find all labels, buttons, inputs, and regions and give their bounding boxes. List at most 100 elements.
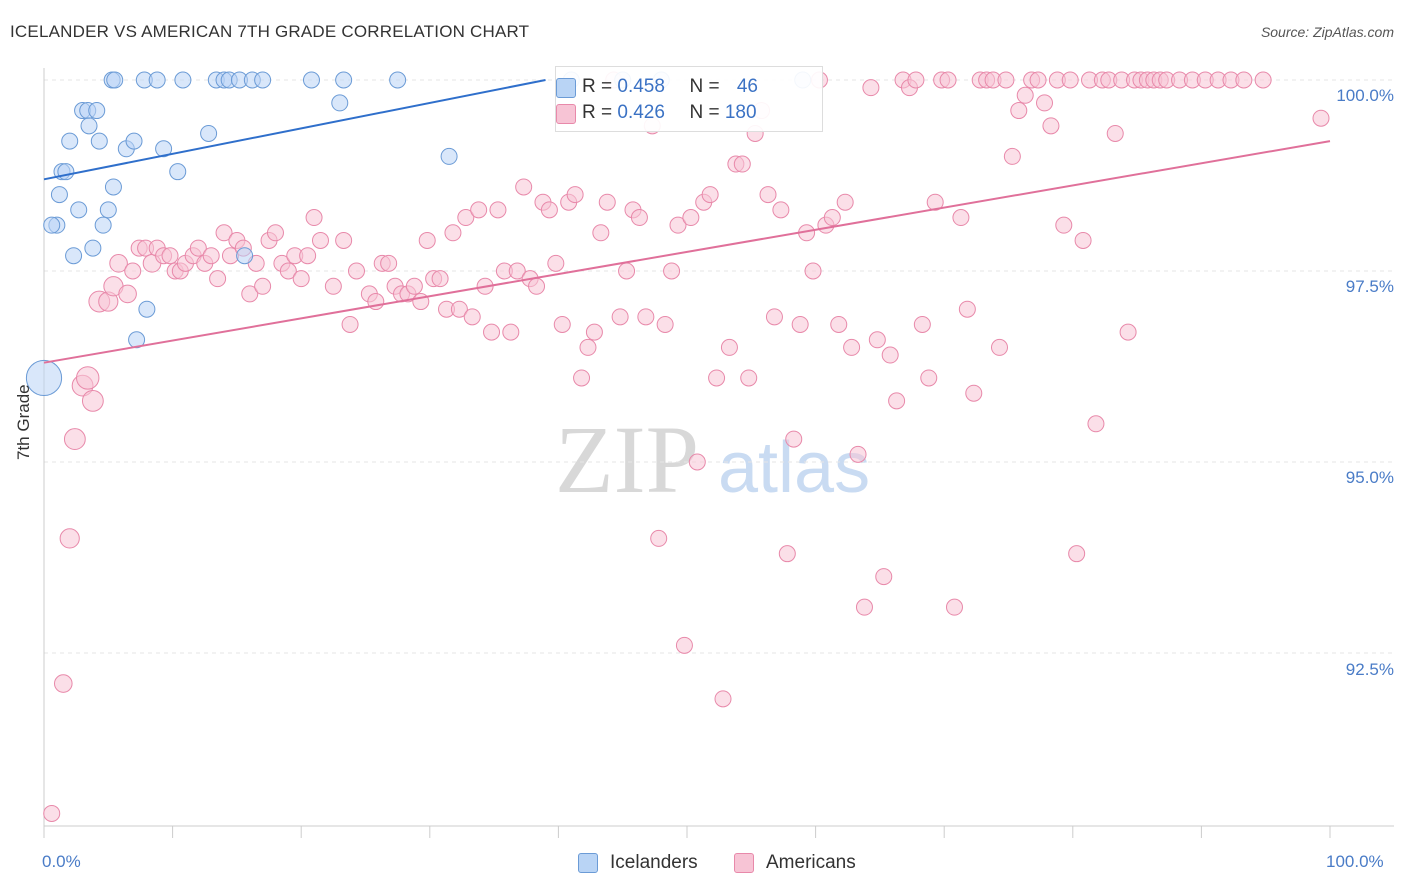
data-point xyxy=(254,71,272,89)
legend-n-label: N = xyxy=(689,102,725,123)
data-point xyxy=(618,262,636,280)
data-point xyxy=(669,216,687,234)
data-point xyxy=(965,384,983,402)
data-point xyxy=(862,79,880,97)
data-point xyxy=(1016,86,1034,104)
data-point xyxy=(63,428,86,450)
legend-swatch-icelanders xyxy=(578,853,598,873)
legend-label-americans: Americans xyxy=(766,852,856,873)
data-point xyxy=(1061,71,1079,89)
data-point xyxy=(161,247,179,265)
data-point xyxy=(920,369,938,387)
legend-swatch-pink xyxy=(556,104,576,124)
data-point xyxy=(637,308,655,326)
data-point xyxy=(720,338,738,356)
data-point xyxy=(830,315,848,333)
data-point xyxy=(714,690,732,708)
data-point xyxy=(43,216,61,234)
data-point xyxy=(202,247,220,265)
data-point xyxy=(849,445,867,463)
data-point xyxy=(470,201,488,219)
data-point xyxy=(585,323,603,341)
data-point xyxy=(302,71,320,89)
data-point xyxy=(266,224,284,242)
data-point xyxy=(1036,94,1054,112)
data-point xyxy=(104,178,122,196)
legend-item-icelanders[interactable]: Icelanders xyxy=(578,852,698,874)
data-point xyxy=(1003,147,1021,165)
data-point xyxy=(65,247,83,265)
watermark-zip: ZIP xyxy=(555,406,699,513)
data-point xyxy=(875,568,893,586)
data-point xyxy=(118,284,137,304)
data-point xyxy=(53,674,73,693)
data-point xyxy=(881,346,899,364)
data-point xyxy=(324,277,342,295)
data-point xyxy=(241,285,259,303)
data-point xyxy=(444,224,462,242)
data-point xyxy=(566,186,584,204)
data-point xyxy=(174,71,192,89)
data-point xyxy=(701,186,719,204)
legend-item-americans[interactable]: Americans xyxy=(734,852,856,874)
trend-line-icelanders xyxy=(43,79,546,181)
data-point xyxy=(553,315,571,333)
data-point xyxy=(952,209,970,227)
correlation-legend: R = 0.458 N = 46 R = 0.426 N = 180 xyxy=(555,66,823,132)
data-point xyxy=(81,389,104,412)
data-point xyxy=(50,186,68,204)
legend-n-label: N = xyxy=(689,76,725,97)
y-axis-label: 7th Grade xyxy=(14,384,33,460)
data-point xyxy=(138,300,156,318)
source-credit[interactable]: Source: ZipAtlas.com xyxy=(1260,24,1394,40)
data-point xyxy=(125,132,143,150)
data-point xyxy=(515,178,533,196)
data-point xyxy=(76,366,100,390)
data-point xyxy=(61,132,79,150)
data-point xyxy=(279,262,297,280)
data-point xyxy=(990,338,1008,356)
data-point xyxy=(88,102,106,120)
data-point xyxy=(84,239,102,257)
data-point xyxy=(99,201,117,219)
data-point xyxy=(148,71,166,89)
data-point xyxy=(341,315,359,333)
data-point xyxy=(598,193,616,211)
data-point xyxy=(804,262,822,280)
data-point xyxy=(347,262,365,280)
data-point xyxy=(682,209,700,227)
data-point xyxy=(489,201,507,219)
data-point xyxy=(907,71,925,89)
data-point xyxy=(331,94,349,112)
legend-r-label: R = xyxy=(582,76,618,97)
data-point xyxy=(405,277,423,295)
legend-r-value: 0.426 xyxy=(617,102,665,123)
data-point xyxy=(772,201,790,219)
data-point xyxy=(1055,216,1073,234)
data-point xyxy=(1042,117,1060,135)
data-point xyxy=(25,359,63,397)
data-point xyxy=(855,598,873,616)
data-point xyxy=(791,315,809,333)
trend-lines xyxy=(43,79,1331,364)
axes xyxy=(43,68,1394,838)
data-point xyxy=(675,636,693,654)
legend-label-icelanders: Icelanders xyxy=(610,852,698,873)
data-point xyxy=(579,338,597,356)
data-point xyxy=(945,598,963,616)
data-point xyxy=(656,315,674,333)
data-point xyxy=(1010,102,1028,120)
legend-r-value: 0.458 xyxy=(617,76,665,97)
data-point xyxy=(1106,124,1124,142)
trend-line-americans xyxy=(43,140,1331,364)
y-tick-label-97-5: 97.5% xyxy=(1345,277,1394,296)
data-point xyxy=(305,209,323,227)
data-point xyxy=(823,209,841,227)
data-point xyxy=(59,528,80,549)
legend-row-icelanders: R = 0.458 N = 46 xyxy=(556,76,758,98)
data-point xyxy=(94,216,112,234)
data-point xyxy=(43,804,61,822)
data-point xyxy=(189,239,207,257)
legend-r-label: R = xyxy=(582,102,618,123)
data-point xyxy=(128,331,146,349)
